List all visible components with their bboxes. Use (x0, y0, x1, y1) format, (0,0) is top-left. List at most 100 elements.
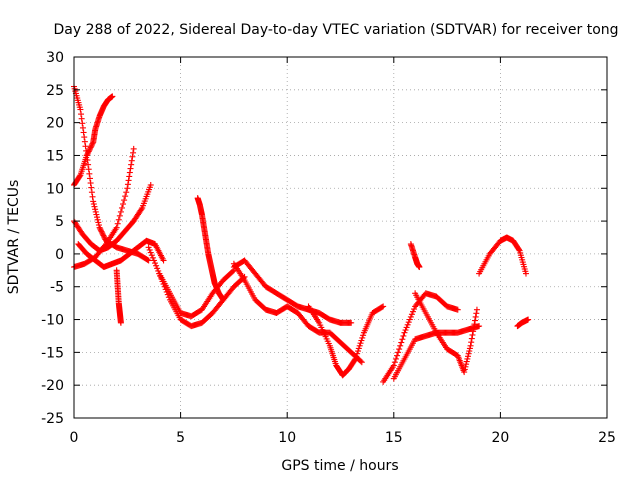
data-point (84, 151, 91, 158)
data-point (122, 193, 129, 200)
data-point (392, 355, 399, 362)
data-point (466, 348, 473, 355)
data-point (129, 153, 136, 160)
data-point (468, 339, 475, 346)
data-point (126, 169, 133, 176)
data-point (220, 296, 227, 303)
series-arc-16 (412, 290, 480, 376)
data-point (407, 313, 414, 320)
data-point (79, 120, 86, 127)
data-point (98, 228, 105, 235)
data-point (87, 144, 94, 151)
data-point (145, 244, 152, 251)
data-point (466, 345, 473, 352)
x-axis-label: GPS time / hours (281, 458, 398, 474)
data-point (398, 339, 405, 346)
data-point (149, 254, 156, 261)
y-tick-label: 15 (46, 148, 64, 164)
data-point (525, 316, 532, 323)
data-point (128, 157, 135, 164)
data-point (391, 359, 398, 366)
series-arc-11 (230, 260, 365, 366)
data-point (92, 206, 99, 213)
data-point (99, 231, 106, 238)
grid (73, 56, 608, 419)
data-point (461, 369, 468, 376)
data-point (118, 204, 125, 211)
x-tick-label: 0 (70, 430, 79, 446)
data-point (463, 358, 470, 365)
data-point (356, 342, 363, 349)
data-point (465, 350, 472, 357)
data-point (125, 177, 132, 184)
data-point (127, 165, 134, 172)
data-point (83, 152, 90, 159)
data-point (88, 189, 95, 196)
data-points (71, 83, 532, 385)
data-point (404, 321, 411, 328)
data-point (88, 141, 95, 148)
data-point (469, 331, 476, 338)
x-axis-ticks: 0 5 10 15 20 25 (70, 57, 616, 446)
data-point (393, 352, 400, 359)
series-arc-15 (407, 241, 423, 271)
x-tick-label: 20 (491, 430, 509, 446)
x-tick-label: 5 (176, 430, 185, 446)
data-point (358, 359, 365, 366)
chart-title: Day 288 of 2022, Sidereal Day-to-day VTE… (53, 22, 618, 38)
x-tick-label: 10 (278, 430, 296, 446)
data-point (354, 348, 361, 355)
data-point (123, 189, 130, 196)
data-point (101, 235, 108, 242)
data-point (229, 268, 236, 275)
data-point (95, 219, 102, 226)
data-point (468, 335, 475, 342)
y-tick-label: 10 (46, 181, 64, 197)
data-point (353, 353, 360, 360)
data-point (473, 310, 480, 317)
data-point (85, 149, 92, 156)
series-arc-12 (305, 303, 387, 379)
series-arc-9 (194, 195, 227, 303)
data-point (390, 362, 397, 369)
y-tick-label: -25 (41, 411, 64, 427)
data-point (138, 206, 145, 213)
data-point (114, 220, 121, 227)
x-tick-label: 25 (598, 430, 616, 446)
data-point (472, 317, 479, 324)
series-arc-18 (514, 316, 532, 330)
data-point (145, 257, 152, 264)
data-point (89, 193, 96, 200)
data-point (117, 319, 124, 326)
data-point (92, 208, 99, 215)
data-point (515, 246, 522, 253)
data-point (152, 260, 159, 267)
data-point (80, 129, 87, 136)
data-point (147, 181, 154, 188)
data-point (101, 233, 108, 240)
data-point (354, 350, 361, 357)
y-tick-label: 30 (46, 50, 64, 66)
data-point (155, 267, 162, 274)
data-point (87, 180, 94, 187)
plot-frame (73, 56, 608, 419)
data-point (405, 319, 412, 326)
y-tick-label: -15 (41, 345, 64, 361)
series-arc-14 (390, 323, 483, 382)
data-point (406, 316, 413, 323)
data-point (88, 184, 95, 191)
data-point (85, 161, 92, 168)
data-point (86, 175, 93, 182)
data-point (115, 216, 122, 223)
series-arc-17 (476, 234, 529, 277)
data-point (154, 265, 161, 272)
data-point (130, 149, 137, 156)
data-point (147, 249, 154, 256)
data-point (90, 201, 97, 208)
data-point (352, 355, 359, 362)
data-point (463, 361, 470, 368)
y-tick-label: -5 (50, 280, 64, 296)
data-point (473, 306, 480, 313)
data-point (89, 140, 96, 147)
data-point (128, 161, 135, 168)
